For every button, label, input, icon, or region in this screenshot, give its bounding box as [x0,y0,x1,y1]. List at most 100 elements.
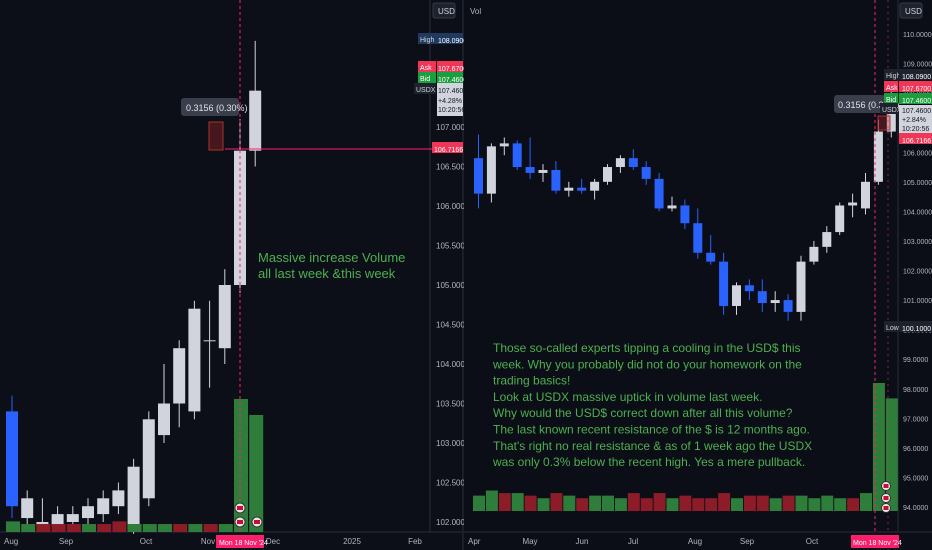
panel-1-x-tick: 2025 [343,537,361,546]
flag-icon [883,496,889,500]
panel-1-volume-bar [234,399,248,532]
panel-1-candle-body [6,411,18,507]
panel-2-measure-label: 0.3156 (0.30%) [838,100,900,110]
panel-2-ask-value: 107.6700 [902,86,931,93]
panel-2-volume-bar [589,495,602,511]
panel-1-last-bg [437,83,463,116]
panel-2-volume-bar [524,495,537,511]
panel-2-x-tick: Jun [576,537,589,546]
panel-2-last-bg [899,105,932,136]
panel-1-y-tick: 105.5000 [436,242,470,251]
panel-1-x-tick: Oct [140,537,153,546]
panel-2-candle-body [603,167,612,182]
panel-1-change-value: +4.28% [438,98,462,105]
panel-1-high-pad-bg [437,33,463,44]
panel-1-usdx-value: 107.4600 [438,88,467,95]
panel-1-x-tick: Sep [59,537,74,546]
panel-1-y-tick: 106.5000 [436,163,470,172]
panel-2-high-value: 108.0900 [902,74,931,81]
panel-2-volume-bar [705,498,718,511]
panel-2-usdx-tag: USDX [882,107,902,114]
panel-2-volume-bar [627,493,640,511]
panel-2-candle-body [641,167,651,179]
panel-1-measure-label: 0.3156 (0.30%) [186,103,248,113]
panel-1-bid-tag-bg [418,72,436,83]
panel-2-candle-body [551,169,561,191]
panel-1-bid-tag: Bid [420,76,430,83]
panel-1-ask-pad-bg [437,61,463,72]
panel-2-candle-body [577,187,587,191]
panel-2-volume-bar [485,490,498,511]
panel-1-candle-body [173,348,186,404]
panel-2-bid-tag-bg [884,93,898,104]
panel-1-ask-tag: Ask [420,65,432,72]
panel-2-low-tag-bg [884,321,898,332]
panel-2-high-tag: High [886,73,901,80]
panel-1-y-tick: 107.0000 [436,123,470,132]
panel-1-currency-label: USD [438,7,455,16]
panel-2-candle-body [796,261,806,312]
panel-1-usdx-tag-bg [414,83,436,94]
panel-2-date-marker-bg [851,535,899,548]
panel-1-candle-body [203,340,216,342]
panel-2-candle-body [757,291,767,304]
panel-2-note-line-3: trading basics! [493,374,570,388]
panel-2-low-pad-bg [899,321,932,332]
panel-1-y-tick: 103.5000 [436,400,470,409]
panel-2-x-tick: Aug [688,537,702,546]
panel-2-volume-bar [602,495,614,511]
panel-2-candle-body [590,181,600,191]
panel-2-volume-bar [821,495,834,511]
panel-1-candle-body [66,514,79,522]
panel-1-volume-bar [249,414,264,532]
panel-2-candle-body [693,223,703,253]
panel-1-y-tick: 105.0000 [436,281,470,290]
panel-2-y-tick: 102.0000 [903,269,932,276]
panel-2-candle-body [861,181,870,209]
panel-2-volume-bar [808,498,821,511]
panel-2-volume-bar [769,498,782,511]
panel-1-y-tick: 106.0000 [436,202,470,211]
panel-1-volume-bar [158,524,172,532]
panel-1-candle-body [112,490,125,507]
panel-1-volume-bar [112,521,127,532]
panel-2-y-tick: 104.0000 [903,209,932,216]
panel-2-y-tick: 95.0000 [903,475,928,482]
panel-1-measure-zone [208,121,224,151]
panel-1-ask-value: 107.6700 [438,66,467,73]
panel-1-y-tick: 102.0000 [436,518,470,527]
panel-2-volume-bar [473,495,485,511]
panel-2-volume-bar [679,495,692,511]
panel-2-candle-body [499,143,509,147]
panel-1-volume-bar [203,524,218,532]
panel-2-volume-bar [653,493,666,511]
panel-2-usdx-tag-bg [880,103,898,114]
panel-2-y-tick: 101.0000 [903,298,932,305]
panel-1-volume-bar [97,524,112,532]
panel-1-note-line-2: all last week &this week [258,266,396,281]
panel-2-note-line-4: Look at USDX massive uptick in volume la… [493,390,762,404]
panel-1-bg [0,0,463,550]
panel-1-volume-bar [36,524,51,532]
flag-icon [883,506,889,510]
panel-1-volume-bar [127,524,142,532]
panel-1-volume-bar [218,524,233,532]
panel-2-volume-bar [550,493,563,511]
panel-2-volume-bar [718,493,731,511]
panel-1-y-tick: 104.5000 [436,321,470,330]
panel-2-bid-tag: Bid [886,97,896,104]
panel-1-candle-body [249,90,262,151]
panel-1-date-marker: Mon 18 Nov '24 [219,540,268,547]
panel-1-volume-bar [82,524,96,532]
panel-2-volume-bar [537,498,550,511]
panel-2-candle-body [628,158,638,168]
panel-1-bid-pad-bg [437,72,463,83]
flag-icon [254,520,260,524]
panel-2-x-tick: May [522,537,537,546]
panel-2-y-tick: 110.0000 [903,32,932,39]
panel-1-candle-body [21,498,34,519]
panel-2-candle-body [732,285,741,306]
panel-1-x-tick: Dec [266,537,280,546]
panel-1-y-tick: 102.5000 [436,479,470,488]
